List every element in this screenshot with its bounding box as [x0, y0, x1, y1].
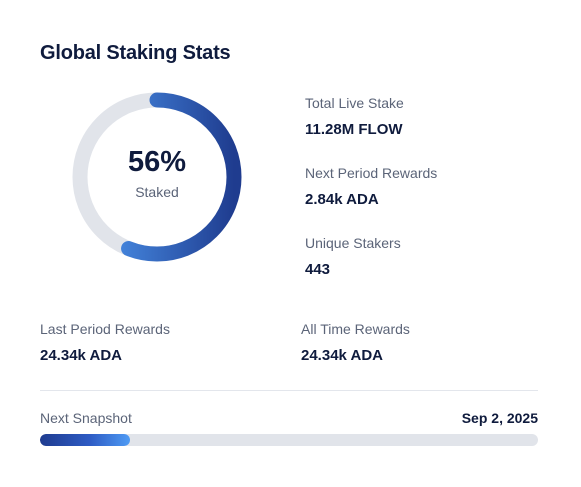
next-snapshot-label: Next Snapshot — [40, 410, 132, 426]
staked-percent: 56% — [127, 146, 187, 178]
stat-value: 2.84k ADA — [305, 191, 379, 208]
stat-label: Last Period Rewards — [40, 321, 170, 337]
stat-label: All Time Rewards — [301, 321, 410, 337]
donut-ring — [72, 92, 242, 262]
stat-label: Unique Stakers — [305, 235, 401, 251]
stat-value: 24.34k ADA — [301, 347, 383, 364]
donut-center: 56% Staked — [72, 92, 242, 262]
stat-value: 24.34k ADA — [40, 347, 122, 364]
stat-next-period-rewards: Next Period Rewards 2.84k ADA — [305, 165, 437, 209]
stat-value: 443 — [305, 261, 331, 278]
snapshot-progress-bar — [40, 434, 538, 446]
stat-label: Next Period Rewards — [305, 165, 438, 181]
section-divider — [40, 390, 538, 391]
donut-progress-arc — [72, 92, 242, 262]
staked-donut-chart: 56% Staked — [72, 92, 242, 262]
card-title: Global Staking Stats — [40, 42, 231, 64]
next-snapshot-date: Sep 2, 2025 — [461, 410, 538, 426]
staked-label: Staked — [135, 184, 179, 200]
stat-total-live-stake: Total Live Stake 11.28M FLOW — [305, 95, 404, 139]
stat-last-period-rewards: Last Period Rewards 24.34k ADA — [40, 321, 170, 365]
stat-value: 11.28M FLOW — [305, 121, 403, 138]
snapshot-progress-fill — [40, 434, 130, 446]
stat-label: Total Live Stake — [305, 95, 404, 111]
stat-all-time-rewards: All Time Rewards 24.34k ADA — [301, 321, 410, 365]
stat-unique-stakers: Unique Stakers 443 — [305, 235, 401, 279]
